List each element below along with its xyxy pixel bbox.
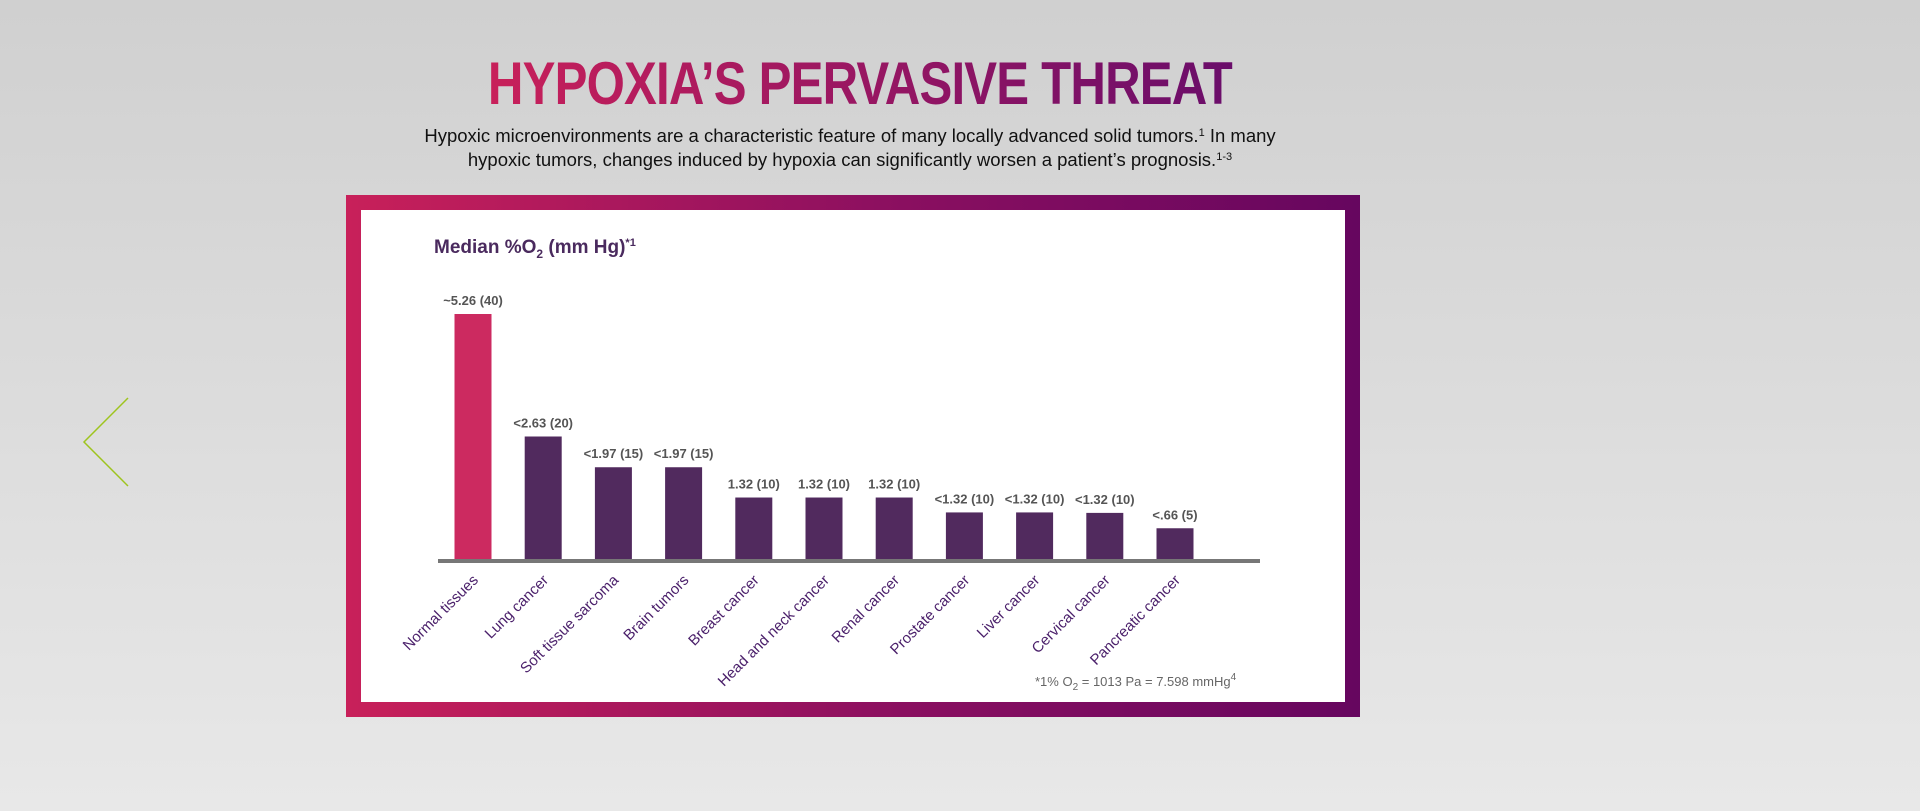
category-label-4: Breast cancer [685, 572, 762, 649]
value-label-1: <2.63 (20) [513, 416, 573, 431]
category-label-8: Liver cancer [974, 572, 1044, 642]
bar-6 [875, 497, 913, 559]
chevron-left-icon[interactable] [80, 396, 130, 488]
value-label-3: <1.97 (15) [654, 446, 714, 461]
footnote: *1% O2 = 1013 Pa = 7.598 mmHg4 [1035, 672, 1237, 693]
value-label-8: <1.32 (10) [1005, 491, 1065, 506]
category-label-3: Brain tumors [620, 572, 692, 644]
category-label-1: Lung cancer [482, 572, 552, 642]
y-axis-label: Median %O2 (mm Hg)*1 [434, 237, 636, 261]
category-label-0: Normal tissues [400, 572, 482, 654]
value-label-5: 1.32 (10) [798, 477, 850, 492]
value-label-10: <.66 (5) [1152, 507, 1197, 522]
bar-0 [454, 314, 492, 559]
value-label-0: ~5.26 (40) [443, 293, 503, 308]
chart-frame: Median %O2 (mm Hg)*1 ~5.26 (40) Normal ti… [346, 195, 1360, 717]
value-label-9: <1.32 (10) [1075, 492, 1135, 507]
value-label-6: 1.32 (10) [868, 477, 920, 492]
bar-1 [524, 436, 562, 559]
page-title: HYPOXIA’S PERVASIVE THREAT [487, 50, 1233, 117]
category-label-6: Renal cancer [829, 572, 904, 647]
bar-2 [594, 467, 632, 559]
value-label-4: 1.32 (10) [728, 477, 780, 492]
bar-chart: Median %O2 (mm Hg)*1 ~5.26 (40) Normal ti… [400, 237, 1260, 693]
chart-panel: Median %O2 (mm Hg)*1 ~5.26 (40) Normal ti… [361, 210, 1345, 702]
bar-7 [945, 512, 983, 559]
value-label-2: <1.97 (15) [584, 446, 644, 461]
bar-4 [735, 497, 773, 559]
bar-8 [1016, 512, 1054, 559]
bar-9 [1086, 512, 1124, 559]
page-subtitle: Hypoxic microenvironments are a characte… [424, 125, 1276, 170]
value-label-7: <1.32 (10) [935, 491, 995, 506]
bar-3 [665, 467, 703, 559]
bar-5 [805, 497, 843, 559]
bar-10 [1156, 528, 1194, 559]
